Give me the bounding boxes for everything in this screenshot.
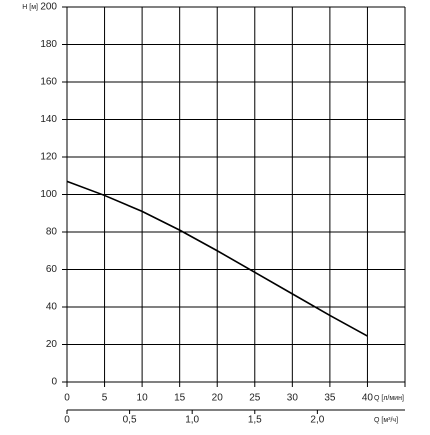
x-tick-label: 0 <box>64 393 70 404</box>
y-tick-label: 160 <box>40 77 57 88</box>
x-tick-label: 35 <box>324 393 336 404</box>
x2-tick-label: 1,5 <box>248 415 262 426</box>
y-tick-label: 40 <box>46 302 58 313</box>
y-tick-label: 0 <box>51 377 57 388</box>
y-tick-label: 120 <box>40 152 57 163</box>
y-tick-label: 140 <box>40 114 57 125</box>
curve <box>66 180 368 337</box>
x-tick-label: 20 <box>212 393 224 404</box>
x2-tick-label: 0 <box>64 415 70 426</box>
x-tick-label: 25 <box>249 393 261 404</box>
x-tick-label: 10 <box>137 393 149 404</box>
x-axis-label: Q [л/мин] <box>374 395 404 402</box>
x2-tick-label: 1,0 <box>185 415 199 426</box>
y-tick-label: 60 <box>46 264 58 275</box>
x2-tick-label: 0,5 <box>123 415 137 426</box>
x2-axis-label: Q [м³/ч] <box>374 417 398 424</box>
x-tick-label: 15 <box>174 393 186 404</box>
x-tick-label: 5 <box>102 393 108 404</box>
x-tick-label: 40 <box>362 393 374 404</box>
y-tick-label: 100 <box>40 189 57 200</box>
y-tick-label: 80 <box>46 227 58 238</box>
x-tick-label: 30 <box>287 393 299 404</box>
y-axis-label: H [м] <box>22 4 38 11</box>
y-tick-label: 20 <box>46 339 58 350</box>
x2-tick-label: 2,0 <box>310 415 324 426</box>
y-tick-label: 180 <box>40 39 57 50</box>
y-tick-label: 200 <box>40 2 57 13</box>
